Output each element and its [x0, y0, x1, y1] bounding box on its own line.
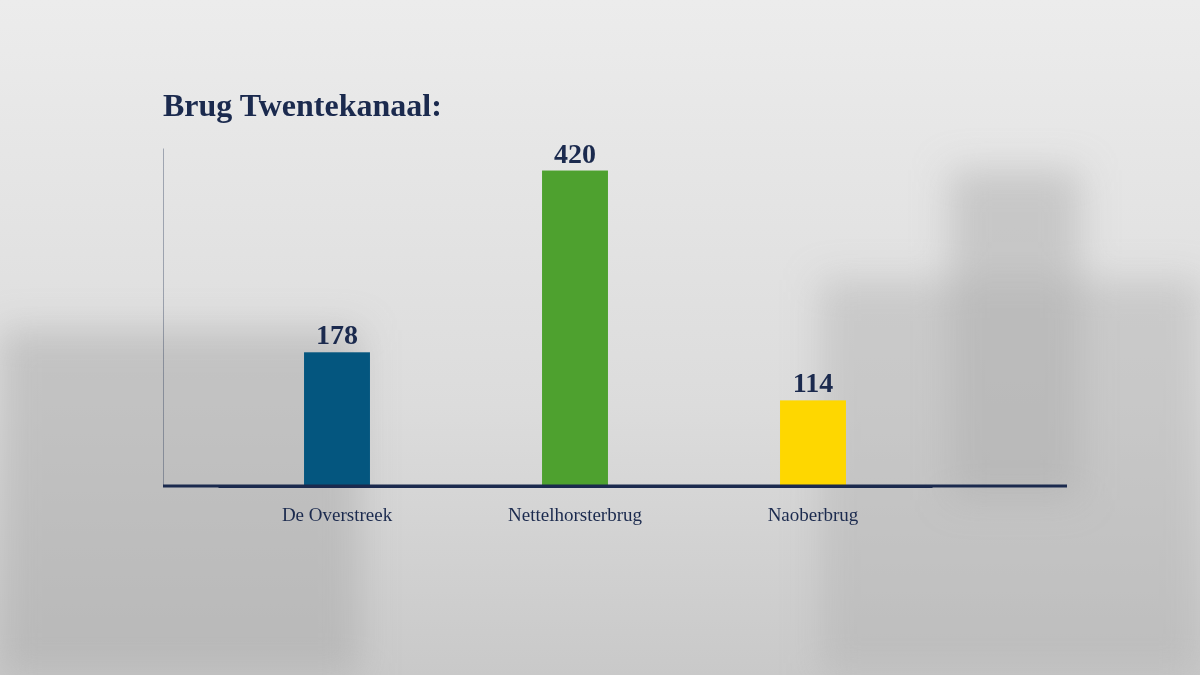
bar: [542, 171, 608, 486]
title: Brug Twentekanaal:: [163, 87, 442, 123]
data-label: 420: [554, 138, 596, 169]
bar: [780, 400, 846, 486]
x-tick-label: Naoberbrug: [768, 504, 859, 525]
x-tick: De Overstreek: [282, 486, 393, 525]
data-labels: 178 420 114: [316, 138, 833, 399]
background: [0, 0, 1200, 675]
data-label: 178: [316, 319, 358, 350]
y-axis: [163, 149, 164, 487]
x-tick: Nettelhorsterbrug: [508, 486, 643, 525]
data-label: 114: [793, 367, 833, 398]
baseline: [163, 485, 1067, 488]
x-axis: De Overstreek Nettelhorsterbrug Naoberbrug: [219, 486, 933, 525]
x-tick-label: De Overstreek: [282, 504, 393, 525]
x-axis-line: [219, 485, 933, 488]
y-axis-line: [163, 149, 164, 487]
bars: [304, 171, 846, 486]
x-tick: Naoberbrug: [768, 486, 859, 525]
background-scene: [0, 170, 1200, 675]
chart: Brug Twentekanaal: De Overstreek Nettelhor…: [0, 0, 1200, 675]
bar: [304, 352, 370, 486]
x-tick-label: Nettelhorsterbrug: [508, 504, 643, 525]
background-shape: [820, 280, 1200, 675]
